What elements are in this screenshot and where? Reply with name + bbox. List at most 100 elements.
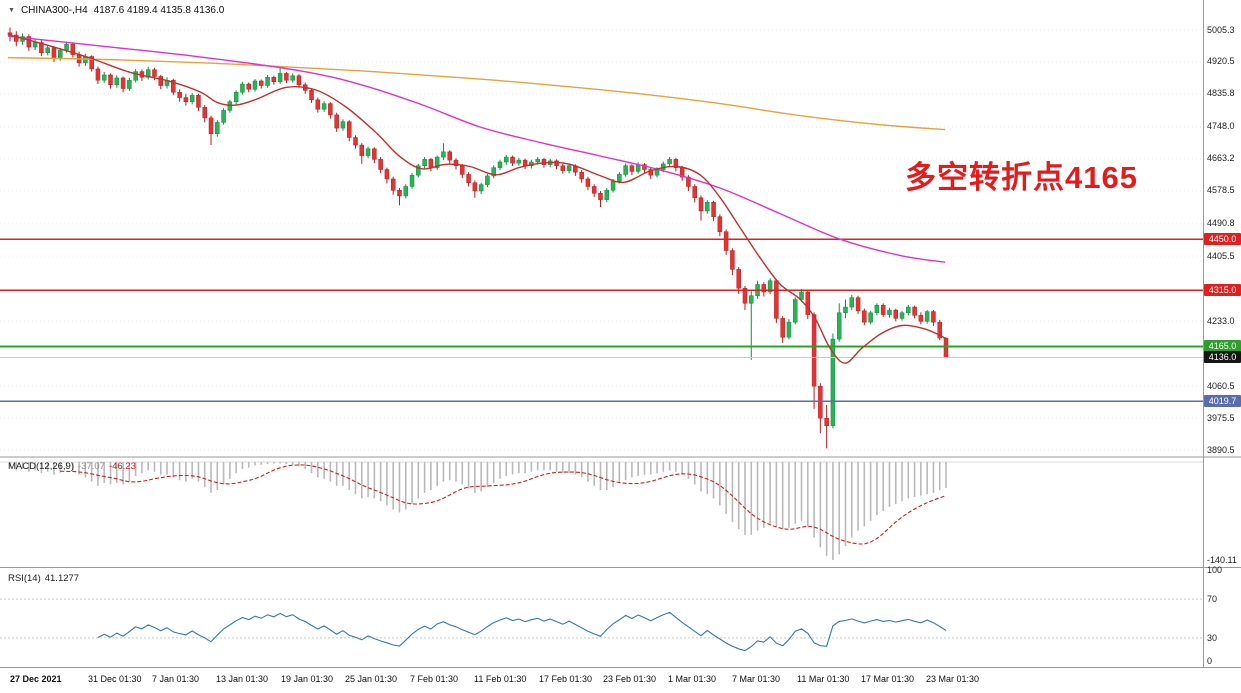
- bull-candle: [874, 304, 880, 313]
- bear-candle: [460, 165, 465, 175]
- price-axis-label: 4748.0: [1207, 121, 1235, 132]
- price-axis-label: 4233.0: [1207, 315, 1235, 326]
- bear-candle: [686, 176, 691, 187]
- bull-candle: [491, 167, 496, 177]
- bear-candle: [246, 83, 251, 90]
- date-axis-label: 23 Mar 01:30: [926, 674, 980, 684]
- bear-candle: [818, 385, 823, 419]
- bull-candle: [409, 174, 415, 187]
- bear-candle: [26, 36, 32, 48]
- bear-candle: [284, 73, 289, 81]
- grid-lines: [0, 29, 1203, 451]
- bear-candle: [428, 159, 434, 168]
- bear-candle: [711, 202, 716, 217]
- bear-candle: [359, 144, 365, 156]
- bear-candle: [183, 97, 189, 102]
- moving-averages: [7, 33, 947, 364]
- bull-candle: [321, 103, 327, 110]
- date-axis[interactable]: 27 Dec 2021 31 Dec 01:30 7 Jan 01:30 13 Jan…: [0, 668, 1241, 693]
- bear-candle: [918, 315, 924, 322]
- price-axis-label: 4578.5: [1207, 185, 1235, 196]
- price-axis-label: 4490.8: [1207, 218, 1235, 229]
- bear-candle: [328, 103, 333, 116]
- date-axis-label: 17 Mar 01:30: [861, 674, 915, 684]
- bear-candle: [70, 43, 76, 55]
- bull-candle: [899, 312, 905, 319]
- bear-candle: [780, 318, 785, 338]
- bull-candle: [32, 42, 38, 48]
- bear-candle: [673, 159, 679, 168]
- collapse-ohlc-icon[interactable]: ▼: [8, 6, 15, 14]
- bull-candle: [767, 280, 773, 293]
- bear-candle: [196, 95, 201, 108]
- date-axis-label: 7 Mar 01:30: [732, 674, 781, 684]
- bull-candle: [799, 291, 804, 300]
- bull-candle: [277, 73, 283, 82]
- ma-slow-orange: [7, 56, 946, 131]
- bear-candle: [453, 159, 459, 167]
- price-axis-label: 3890.5: [1207, 444, 1235, 455]
- bull-candle: [749, 295, 754, 304]
- bull-candle: [843, 306, 848, 313]
- bull-candle: [403, 186, 409, 197]
- bear-candle: [120, 77, 126, 89]
- bear-candle: [855, 297, 861, 312]
- panel-chrome: [0, 0, 1241, 668]
- bear-candle: [585, 178, 591, 187]
- rsi-axis-label: 0: [1207, 656, 1213, 666]
- bull-candle: [441, 151, 446, 158]
- bear-candle: [824, 417, 829, 427]
- bear-candle: [629, 165, 635, 172]
- bear-candle: [862, 310, 867, 323]
- ohlc-values: 4187.6 4189.4 4135.8 4136.0: [93, 5, 225, 16]
- bull-candle: [516, 159, 522, 164]
- ma-fast-red: [7, 33, 947, 364]
- bull-candle: [792, 299, 798, 323]
- bear-candle: [774, 280, 779, 319]
- bear-candle: [560, 165, 566, 171]
- bear-candle: [541, 159, 547, 165]
- symbol-label: CHINA300-,H4: [20, 5, 88, 16]
- bear-candle: [95, 68, 101, 81]
- price-axis-label: 4835.8: [1207, 88, 1235, 99]
- macd-axis-label: -140.11: [1207, 554, 1237, 565]
- price-levels: [0, 238, 1203, 403]
- bear-candle: [472, 182, 478, 192]
- date-axis-label: 11 Feb 01:30: [474, 674, 527, 684]
- bear-candle: [202, 107, 207, 119]
- bear-candle: [271, 76, 277, 82]
- bull-candle: [635, 164, 641, 172]
- price-axis-label: 4920.5: [1207, 56, 1235, 67]
- bull-candle: [868, 312, 873, 323]
- rsi-axis-label: 70: [1207, 594, 1218, 605]
- bear-candle: [466, 174, 471, 183]
- date-axis-label: 7 Feb 01:30: [410, 674, 459, 684]
- bear-candle: [378, 159, 383, 170]
- price-axis[interactable]: 5005.3 4920.5 4835.8 4748.0 4663.2 4578.5 4490…: [1204, 0, 1241, 668]
- bear-candle: [397, 190, 402, 197]
- date-axis-label: 25 Jan 01:30: [345, 674, 398, 684]
- bull-candle: [478, 184, 484, 192]
- date-axis-label: 23 Feb 01:30: [603, 674, 657, 684]
- bear-candle: [931, 311, 936, 323]
- bull-candle: [101, 74, 107, 81]
- bull-candle: [265, 76, 270, 86]
- bull-candle: [705, 202, 710, 212]
- price-axis-label: 4060.5: [1207, 380, 1235, 391]
- price-badge-4136.0: 4136.0: [1204, 351, 1241, 364]
- rsi-axis-label: 100: [1207, 565, 1223, 575]
- bear-candle: [384, 169, 390, 180]
- rsi-indicator-label: RSI(14) 41.1277: [8, 573, 79, 584]
- bull-candle: [924, 311, 930, 322]
- macd-layer: [0, 461, 1203, 560]
- date-axis-label: 17 Feb 01:30: [539, 674, 593, 684]
- bull-candle: [786, 321, 792, 338]
- bear-candle: [730, 250, 735, 270]
- bull-candle: [504, 156, 509, 163]
- price-badge-4165.0: 4165.0: [1204, 340, 1241, 353]
- bear-candle: [598, 193, 603, 200]
- date-axis-label: 13 Jan 01:30: [216, 674, 269, 684]
- bull-candle: [416, 165, 421, 176]
- bear-candle: [522, 159, 528, 167]
